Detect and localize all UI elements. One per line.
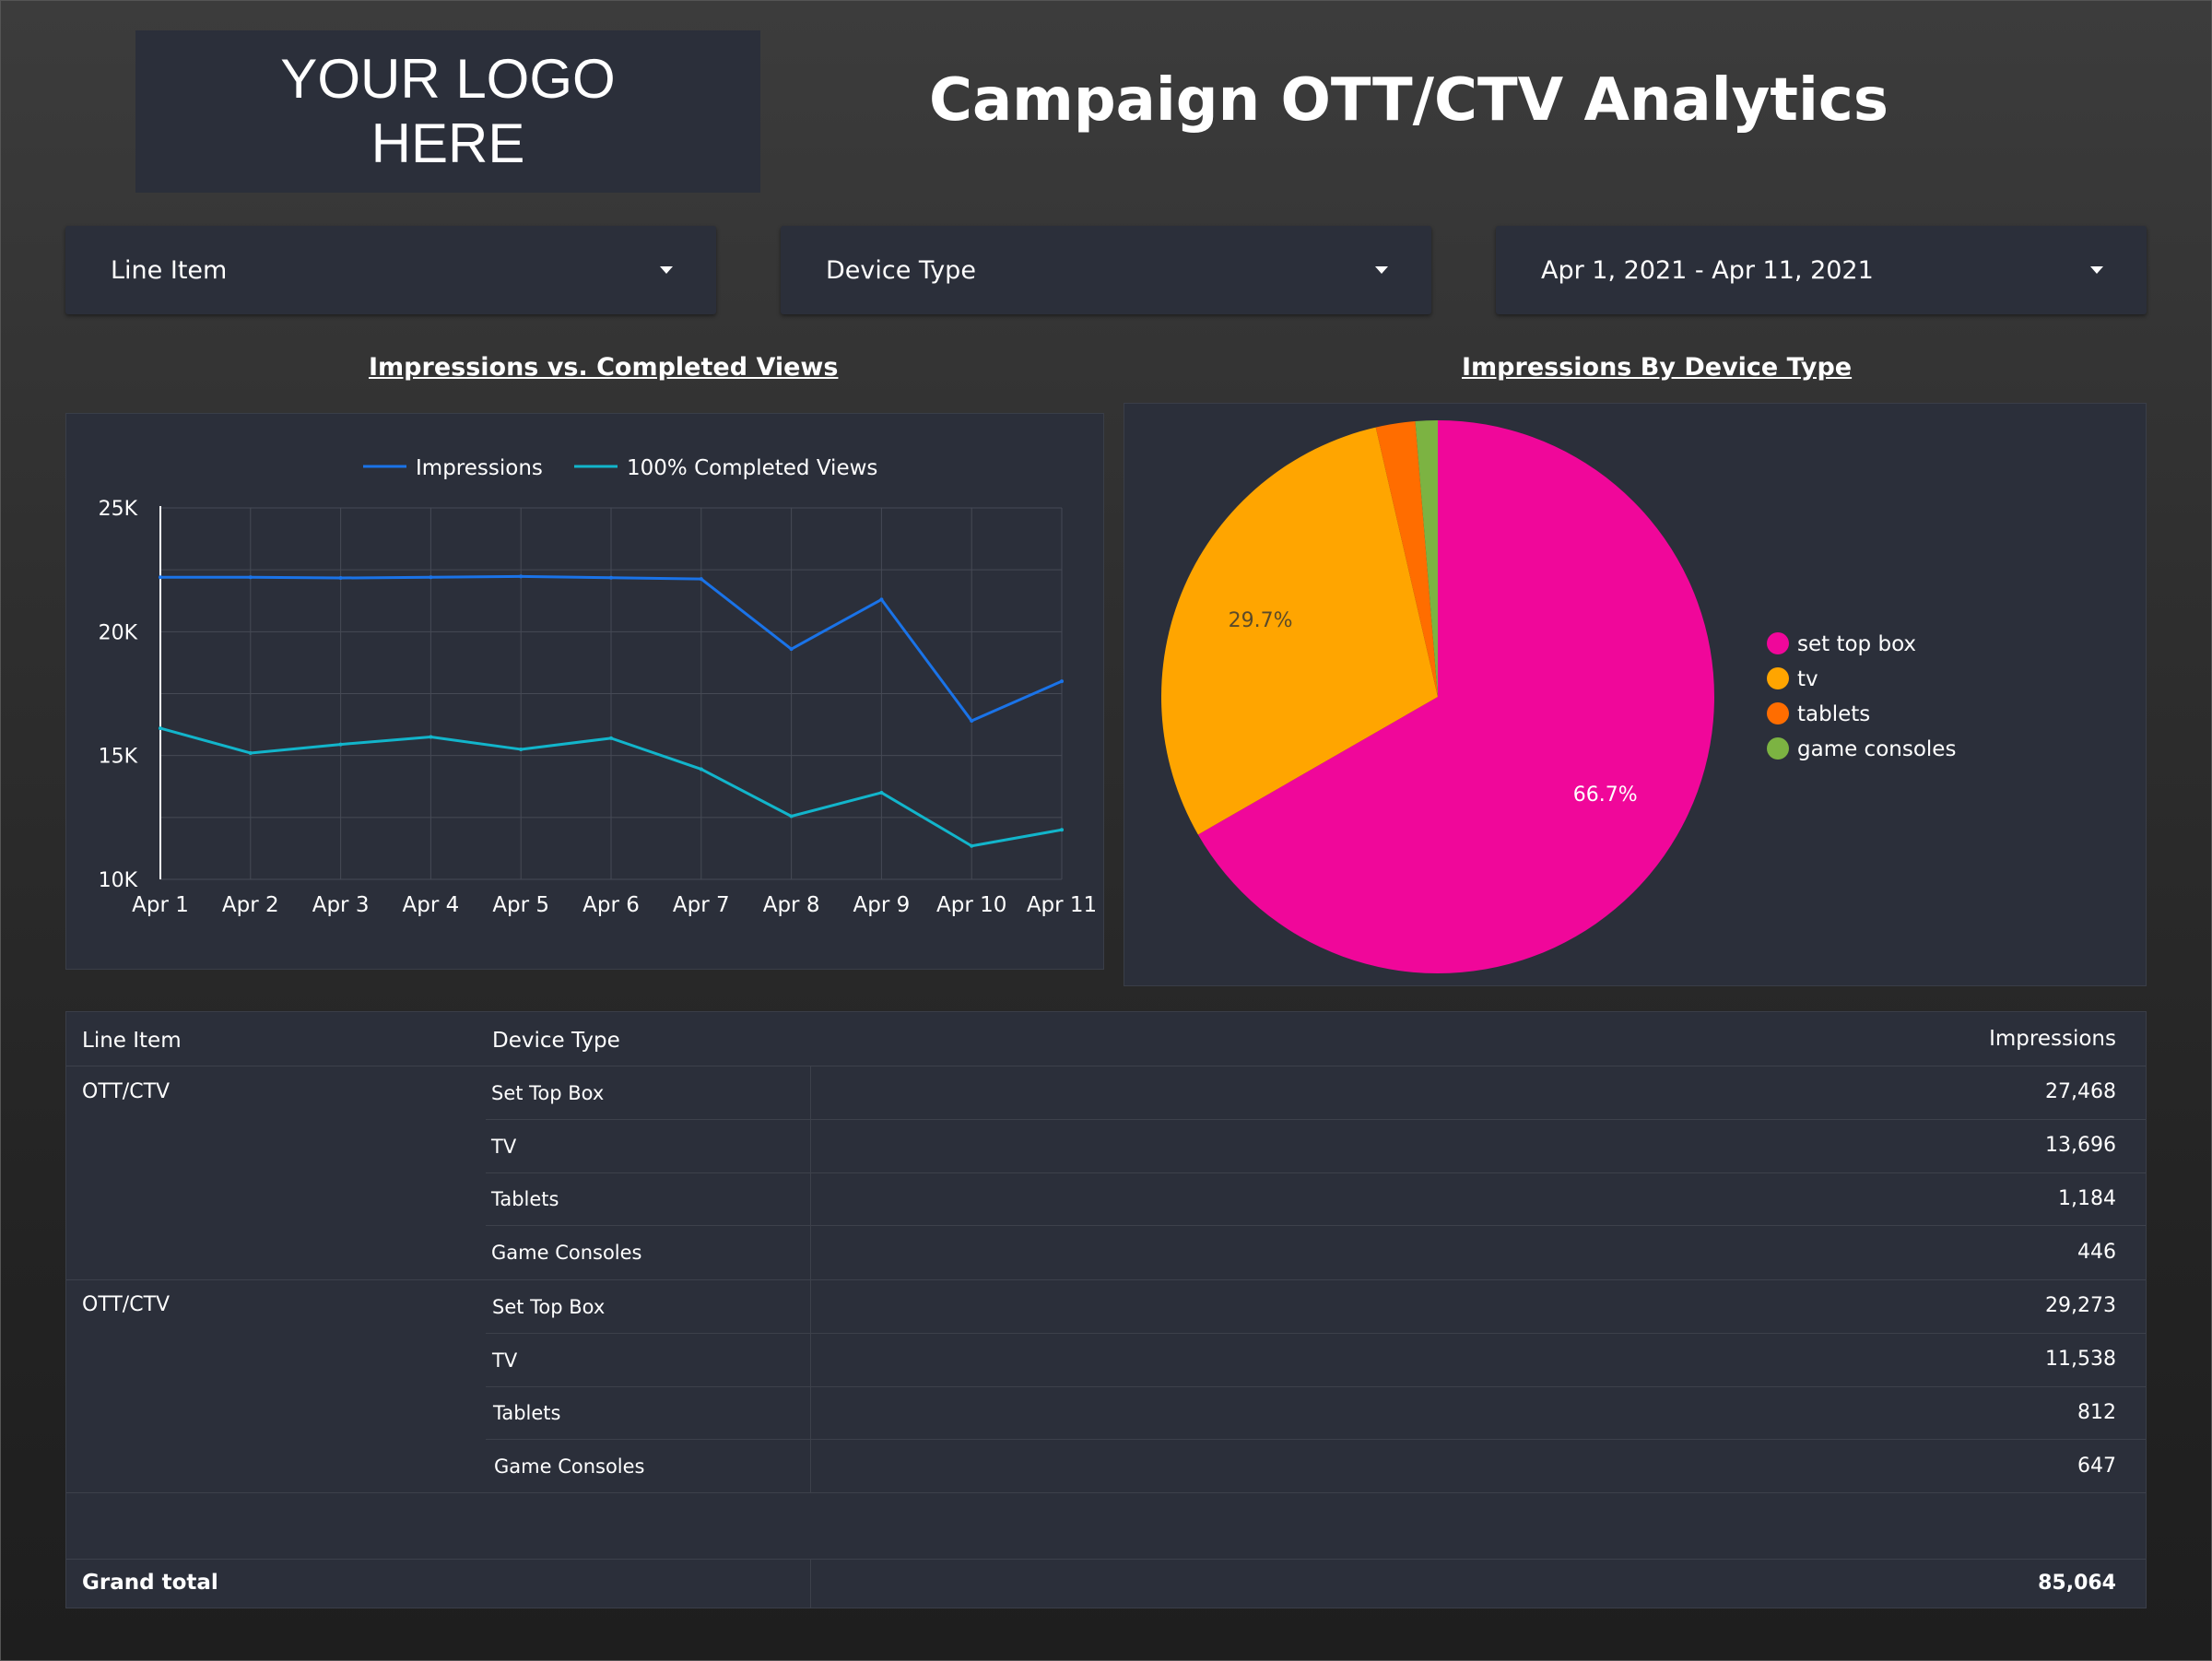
table-cell-impressions: 13,696	[2045, 1134, 2116, 1157]
table-cell-line-item: OTT/CTV	[82, 1293, 171, 1316]
legend-label-tablets: tablets	[1797, 702, 1870, 726]
data-point[interactable]	[429, 575, 433, 580]
data-point[interactable]	[609, 736, 613, 740]
data-point[interactable]	[338, 576, 343, 581]
chevron-down-icon	[1375, 266, 1388, 274]
data-point[interactable]	[699, 767, 703, 772]
pie-data-label: 66.7%	[1573, 783, 1638, 807]
legend-swatch-tv	[1767, 667, 1789, 689]
table-cell-device: Game Consoles	[491, 1242, 642, 1264]
data-point[interactable]	[879, 597, 884, 602]
logo-text-line2: HERE	[371, 112, 525, 174]
logo-text-line1: YOUR LOGO	[280, 48, 616, 110]
column-header-line-item[interactable]: Line Item	[82, 1029, 182, 1053]
pie-slice-game-consoles[interactable]	[1415, 420, 1438, 697]
page-title: Campaign OTT/CTV Analytics	[929, 66, 1888, 135]
table-cell-impressions: 11,538	[2045, 1348, 2116, 1371]
data-point[interactable]	[1060, 828, 1064, 832]
date-range-filter[interactable]: Apr 1, 2021 - Apr 11, 2021	[1496, 226, 2147, 314]
line-chart-title: Impressions vs. Completed Views	[369, 353, 839, 382]
y-tick-label: 25K	[99, 498, 138, 521]
x-tick-label: Apr 8	[763, 893, 820, 917]
data-point[interactable]	[159, 726, 162, 731]
data-point[interactable]	[1060, 679, 1064, 684]
data-point[interactable]	[879, 790, 884, 795]
legend-swatch-game-consoles	[1767, 737, 1789, 760]
legend-swatch-tablets	[1767, 702, 1789, 724]
line-item-filter[interactable]: Line Item	[65, 226, 716, 314]
logo-placeholder: YOUR LOGO HERE	[135, 30, 760, 193]
table-cell-impressions: 446	[2077, 1241, 2116, 1264]
x-tick-label: Apr 2	[222, 893, 279, 917]
data-point[interactable]	[519, 574, 524, 579]
chevron-down-icon	[660, 266, 673, 274]
y-tick-label: 15K	[99, 746, 138, 769]
column-header-device-type[interactable]: Device Type	[492, 1029, 620, 1053]
grand-total-value: 85,064	[2038, 1572, 2116, 1595]
device-type-filter-label: Device Type	[826, 255, 976, 285]
pie-chart: 66.7% 29.7% set top box tv tablets game cons…	[1161, 420, 1956, 973]
x-tick-label: Apr 4	[403, 893, 460, 917]
legend-label-completed-views: 100% Completed Views	[627, 456, 877, 480]
data-point[interactable]	[159, 575, 162, 580]
legend-label-set-top-box: set top box	[1797, 632, 1916, 656]
pie-slice-tablets[interactable]	[1375, 421, 1438, 697]
data-point[interactable]	[429, 735, 433, 739]
data-point[interactable]	[970, 843, 974, 848]
table-cell-device: Set Top Box	[491, 1082, 605, 1104]
pie-chart-title: Impressions By Device Type	[1462, 353, 1853, 382]
y-tick-label: 20K	[99, 621, 138, 644]
legend-swatch-set-top-box	[1767, 632, 1789, 654]
x-tick-label: Apr 3	[312, 893, 370, 917]
table-cell-impressions: 647	[2077, 1455, 2116, 1478]
chevron-down-icon	[2090, 266, 2103, 274]
table-cell-impressions: 812	[2077, 1401, 2116, 1424]
legend-label-impressions: Impressions	[416, 456, 543, 480]
x-tick-label: Apr 7	[673, 893, 730, 917]
table-cell-impressions: 1,184	[2058, 1187, 2116, 1210]
data-point[interactable]	[789, 814, 794, 819]
impressions-table: Line Item Device Type Impressions OTT/CT…	[65, 1011, 2147, 1608]
data-point[interactable]	[609, 575, 613, 580]
data-point[interactable]	[519, 747, 524, 751]
table-cell-impressions: 29,273	[2045, 1294, 2116, 1317]
x-tick-label: Apr 10	[936, 893, 1006, 917]
data-point[interactable]	[970, 719, 974, 724]
data-point[interactable]	[699, 577, 703, 582]
data-point[interactable]	[248, 575, 253, 580]
x-tick-label: Apr 5	[492, 893, 549, 917]
x-tick-label: Apr 6	[582, 893, 640, 917]
x-tick-label: Apr 1	[132, 893, 189, 917]
pie-chart-card: 66.7% 29.7% set top box tv tablets game cons…	[1124, 403, 2147, 986]
data-point[interactable]	[248, 750, 253, 755]
table-cell-device: TV	[492, 1349, 518, 1372]
date-range-filter-label: Apr 1, 2021 - Apr 11, 2021	[1541, 255, 1874, 285]
grand-total-label: Grand total	[82, 1571, 218, 1595]
column-header-impressions[interactable]: Impressions	[1989, 1027, 2116, 1051]
pie-slice-tv[interactable]	[1161, 427, 1438, 835]
table-cell-device: Tablets	[491, 1188, 559, 1210]
table-cell-line-item: OTT/CTV	[82, 1080, 171, 1103]
x-tick-label: Apr 9	[853, 893, 911, 917]
x-tick-label: Apr 11	[1027, 893, 1097, 917]
table-cell-impressions: 27,468	[2045, 1080, 2116, 1103]
device-type-filter[interactable]: Device Type	[781, 226, 1431, 314]
legend-label-game-consoles: game consoles	[1797, 737, 1956, 761]
data-point[interactable]	[789, 647, 794, 652]
pie-data-label: 29.7%	[1229, 609, 1293, 632]
line-chart-card: 25K 20K 15K 10K Apr 1 Apr 2 Apr 3 Apr 4 Apr 5 Apr…	[65, 413, 1104, 970]
table-cell-device: Set Top Box	[492, 1296, 606, 1318]
table-cell-device: Game Consoles	[494, 1455, 645, 1478]
line-item-filter-label: Line Item	[111, 255, 228, 285]
table-cell-device: Tablets	[493, 1402, 561, 1424]
table-cell-device: TV	[491, 1136, 517, 1158]
y-tick-label: 10K	[99, 869, 138, 892]
legend-label-tv: tv	[1797, 667, 1818, 691]
data-point[interactable]	[338, 742, 343, 747]
pie-slice-set-top-box[interactable]	[1197, 420, 1714, 973]
